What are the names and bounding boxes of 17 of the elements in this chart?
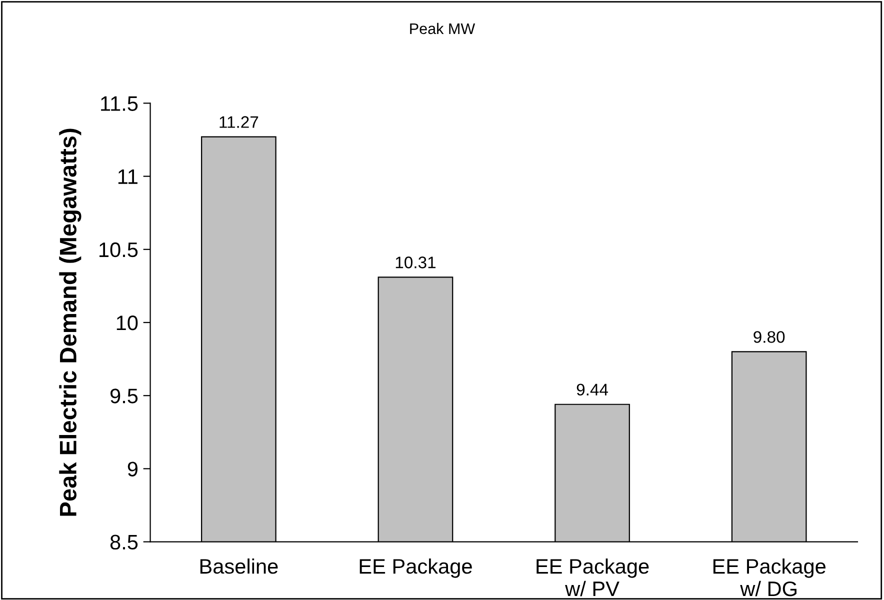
data-label: 9.80 [754, 331, 785, 343]
y-axis-title: Peak Electric Demand (Megawatts) [59, 128, 82, 516]
data-label: 10.31 [396, 256, 436, 268]
data-label: 9.44 [576, 384, 608, 396]
x-tick-label: Baseline [200, 558, 278, 574]
y-tick-label: 10 [116, 316, 138, 330]
x-tick-label: EE Package w/ DG [713, 558, 826, 596]
x-tick-label: EE Package [360, 558, 472, 578]
data-label: 11.27 [220, 116, 258, 128]
y-tick-label: 8.5 [110, 534, 138, 550]
y-tick-label: 9 [128, 462, 138, 476]
y-tick-label: 11.5 [101, 96, 138, 111]
chart-title: Peak MW [410, 22, 476, 34]
y-tick-label: 11 [118, 170, 138, 184]
y-tick-label: 10.5 [100, 242, 138, 258]
y-tick-label: 9.5 [110, 388, 138, 404]
x-tick-label: EE Package w/ PV [536, 558, 649, 596]
